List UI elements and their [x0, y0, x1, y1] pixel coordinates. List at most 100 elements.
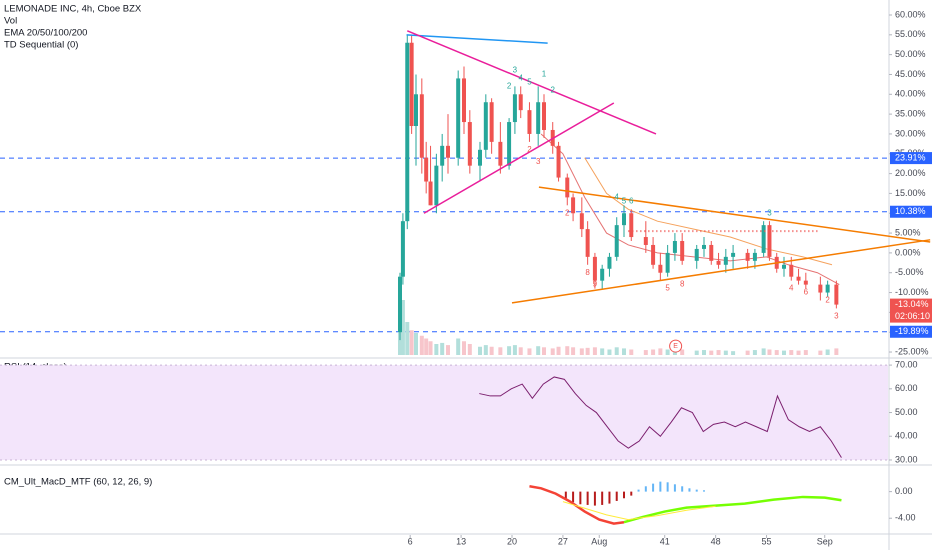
volume-bar	[446, 345, 450, 355]
volume-bar	[440, 342, 445, 355]
candle-body	[665, 252, 670, 273]
volume-bar	[643, 350, 648, 355]
volume-bar	[489, 346, 494, 355]
volume-bar	[434, 344, 439, 355]
trend-line	[538, 186, 931, 243]
x-tick-label: 6	[408, 536, 413, 546]
rsi-line	[479, 376, 842, 458]
candle-body	[834, 284, 839, 305]
candle-body	[405, 42, 410, 222]
volume-bar	[550, 348, 555, 355]
candle-body	[489, 102, 494, 142]
x-tick-label: 13	[456, 536, 466, 546]
td-count: 5	[527, 78, 532, 87]
volume-bar	[723, 350, 728, 355]
volume-bar	[542, 347, 546, 355]
last-price-label: -13.04%	[895, 299, 929, 309]
volume-bar	[825, 349, 830, 355]
volume-bar	[716, 350, 721, 355]
volume-bar	[665, 349, 670, 355]
price-label: 10.38%	[895, 206, 926, 216]
volume-bar	[527, 348, 532, 355]
candle-body	[527, 110, 532, 134]
candle-body	[658, 264, 663, 273]
volume-bar	[767, 349, 772, 355]
volume-bar	[498, 347, 503, 355]
volume-bar	[694, 350, 699, 355]
y-tick-label: -4.00	[895, 513, 916, 523]
volume-bar	[565, 346, 570, 355]
candle-body	[614, 225, 619, 257]
volume-bar	[405, 322, 410, 355]
histogram-bar	[637, 489, 640, 492]
legend-entry: TD Sequential (0)	[4, 40, 78, 51]
candle-body	[507, 122, 512, 166]
candle-body	[428, 181, 433, 206]
volume-bar	[409, 330, 414, 355]
volume-bar	[536, 346, 541, 355]
histogram-bar	[659, 481, 662, 492]
price-label: 23.91%	[895, 152, 926, 162]
candle-body	[467, 122, 472, 166]
chart-title: LEMONADE INC, 4h, Cboe BZX	[4, 4, 142, 15]
y-tick-label: 15.00%	[895, 188, 926, 198]
rsi-band	[0, 365, 888, 460]
candle-body	[651, 244, 656, 265]
y-tick-label: 55.00%	[895, 29, 926, 39]
histogram-bar	[695, 489, 698, 492]
x-tick-label: 55	[762, 536, 772, 546]
candle-body	[702, 244, 706, 249]
volume-bar	[419, 335, 424, 355]
candle-body	[643, 237, 648, 245]
y-tick-label: 60.00%	[895, 9, 926, 19]
td-count: 2	[551, 85, 556, 94]
candle-body	[571, 197, 576, 214]
y-tick-label: 30.00	[895, 454, 918, 464]
volume-bar	[467, 344, 472, 355]
volume-bar	[752, 350, 757, 355]
trend-line	[406, 34, 548, 44]
histogram-bar	[579, 491, 582, 505]
candle-body	[716, 260, 721, 265]
histogram-bar	[615, 491, 618, 501]
candle-body	[672, 241, 677, 253]
td-count: 1	[542, 70, 547, 79]
volume-bar	[702, 350, 706, 355]
price-label-box	[890, 325, 932, 338]
td-count: 9	[593, 280, 598, 289]
last-price-box	[890, 298, 932, 323]
y-tick-label: 45.00%	[895, 69, 926, 79]
candle-body	[761, 225, 766, 253]
candle-body	[622, 213, 626, 226]
volume-bar	[651, 349, 656, 355]
candle-body	[825, 284, 830, 293]
candle-body	[796, 276, 801, 281]
candle-body	[607, 256, 612, 269]
candle-body	[478, 149, 482, 166]
volume-bar	[658, 348, 663, 355]
volume-bar	[462, 341, 466, 355]
td-count: 4	[615, 192, 620, 201]
volume-bar	[456, 338, 461, 355]
x-tick-label: Sep	[817, 536, 833, 546]
candle-body	[709, 244, 714, 261]
y-tick-label: -5.00%	[895, 267, 924, 277]
histogram-bar	[644, 486, 647, 492]
volume-bar	[745, 350, 750, 355]
td-count: 4	[519, 74, 524, 83]
volume-bar	[680, 349, 685, 355]
volume-bar	[585, 347, 590, 355]
macd-title: CM_Ult_MacD_MTF (60, 12, 26, 9)	[4, 477, 152, 488]
histogram-bar	[572, 491, 575, 503]
volume-bar	[518, 347, 523, 355]
td-count: 5	[622, 196, 627, 205]
candle-body	[518, 94, 523, 111]
td-count: 4	[789, 284, 794, 293]
histogram-bar	[673, 484, 676, 492]
y-tick-label: 40.00%	[895, 89, 926, 99]
volume-bar	[709, 350, 714, 355]
candle-body	[456, 78, 461, 158]
volume-bar	[483, 345, 488, 355]
td-count: 2	[507, 81, 512, 90]
